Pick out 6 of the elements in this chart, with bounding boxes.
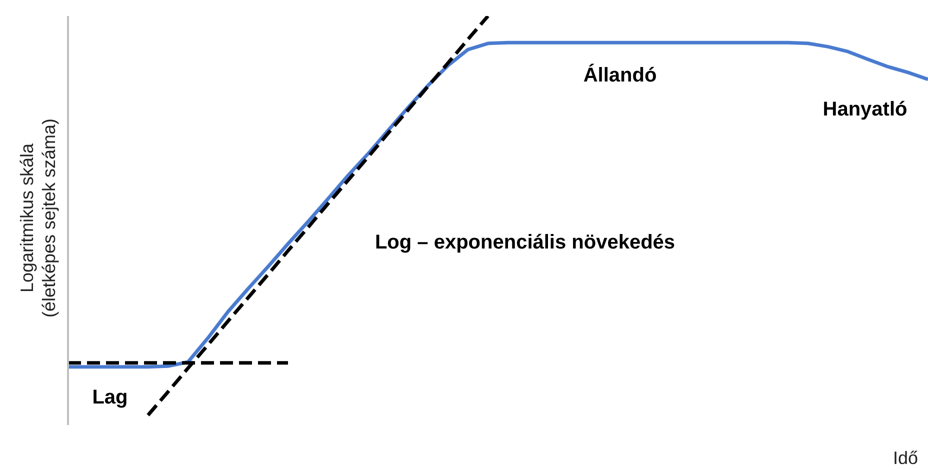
x-axis-title: Idő <box>893 448 918 469</box>
annotation: Hanyatló <box>822 98 908 122</box>
annotation: Log – exponenciális növekedés <box>374 232 676 254</box>
annotation: Lag <box>92 386 128 410</box>
annotation: Állandó <box>583 64 657 88</box>
y-axis-title: Logaritmikus skála (életképes sejtek száma) <box>16 118 60 318</box>
